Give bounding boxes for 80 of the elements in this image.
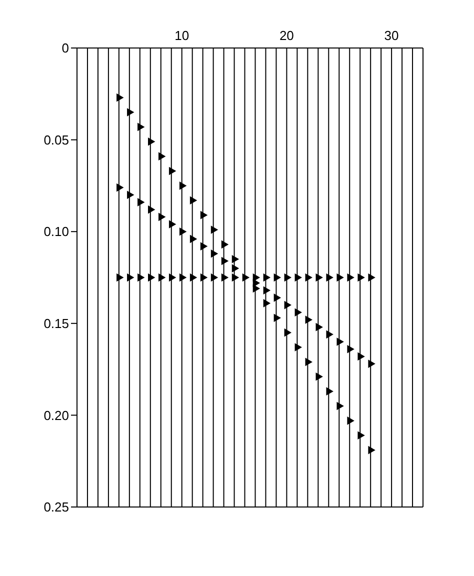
y-tick-label: 0.15 (44, 316, 69, 332)
point (116, 273, 124, 282)
point (190, 234, 198, 244)
point (210, 273, 218, 282)
point (179, 273, 187, 282)
point (274, 314, 282, 322)
y-tick-label: 0 (62, 40, 69, 56)
point (232, 254, 240, 264)
point (221, 240, 229, 249)
point (368, 446, 376, 454)
point (242, 273, 250, 282)
point (358, 352, 365, 361)
point (200, 273, 208, 282)
y-tick-label: 0.10 (44, 224, 69, 240)
point (326, 330, 334, 339)
point (336, 402, 344, 410)
point (274, 273, 282, 282)
point (200, 210, 208, 220)
point (158, 152, 166, 160)
point (116, 183, 124, 192)
point (158, 212, 166, 222)
point (138, 198, 145, 206)
x-tick-label: 10 (174, 28, 190, 43)
y-tick-label: 0.25 (44, 500, 69, 515)
point (316, 372, 323, 381)
point (127, 108, 134, 116)
point (148, 137, 156, 146)
point (368, 360, 376, 368)
y-tick-label: 0.20 (44, 408, 69, 423)
point (284, 273, 292, 282)
x-tick-label: 20 (279, 28, 294, 43)
point (148, 205, 156, 214)
point (347, 273, 354, 282)
point (232, 273, 240, 282)
point (274, 294, 282, 302)
point (284, 328, 292, 337)
point (326, 387, 334, 396)
point (221, 273, 229, 282)
point (316, 273, 323, 282)
point (263, 273, 271, 282)
point (294, 273, 302, 282)
point (358, 431, 365, 440)
y-tick-label: 0.05 (44, 132, 69, 148)
point (305, 316, 312, 324)
point (252, 278, 260, 288)
point (368, 273, 376, 282)
point (210, 226, 218, 234)
point (168, 220, 176, 228)
point (316, 322, 323, 332)
point (148, 273, 156, 282)
point (158, 273, 166, 282)
point (127, 273, 134, 282)
point (336, 338, 344, 346)
point (284, 300, 292, 310)
point (179, 227, 187, 236)
point (326, 273, 334, 282)
point (336, 273, 344, 282)
point (263, 286, 271, 295)
point (305, 273, 312, 282)
point (347, 416, 354, 425)
point (294, 343, 302, 352)
point (190, 273, 198, 282)
point (138, 273, 145, 282)
point (294, 308, 302, 317)
point (190, 196, 198, 205)
point (168, 166, 176, 176)
point (347, 344, 354, 354)
point (127, 190, 134, 200)
point (200, 242, 208, 250)
point (179, 182, 187, 190)
point (358, 273, 365, 282)
point (232, 264, 240, 272)
point (305, 358, 312, 366)
x-tick-label: 30 (384, 28, 399, 43)
point (210, 249, 218, 258)
point (138, 122, 145, 132)
point (221, 256, 229, 266)
point (116, 93, 124, 102)
point (263, 299, 271, 308)
point (168, 273, 176, 282)
